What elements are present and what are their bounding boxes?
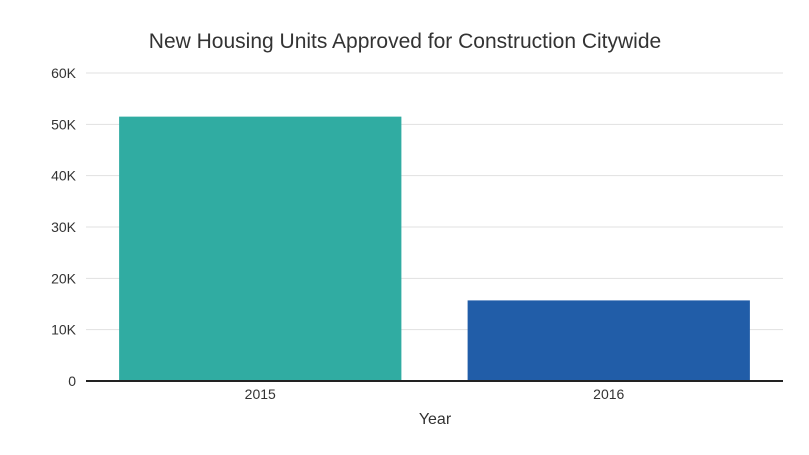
x-axis-ticks: 2015 2016: [245, 386, 625, 402]
y-tick-label: 20K: [51, 270, 77, 286]
chart-title: New Housing Units Approved for Construct…: [149, 30, 661, 53]
y-tick-label: 60K: [51, 65, 77, 81]
bar-2015: [119, 116, 402, 381]
y-tick-label: 50K: [51, 116, 77, 132]
x-tick-label: 2015: [245, 386, 276, 402]
y-tick-label: 30K: [51, 219, 77, 235]
x-axis-title: Year: [419, 411, 452, 428]
x-tick-label: 2016: [593, 386, 624, 402]
y-tick-label: 40K: [51, 168, 77, 184]
bars: [119, 116, 750, 381]
y-tick-label: 10K: [51, 322, 77, 338]
bar-2016: [467, 300, 750, 381]
y-tick-label: 0: [68, 373, 76, 389]
y-axis-ticks: 0 10K 20K 30K 40K 50K 60K: [51, 65, 77, 389]
